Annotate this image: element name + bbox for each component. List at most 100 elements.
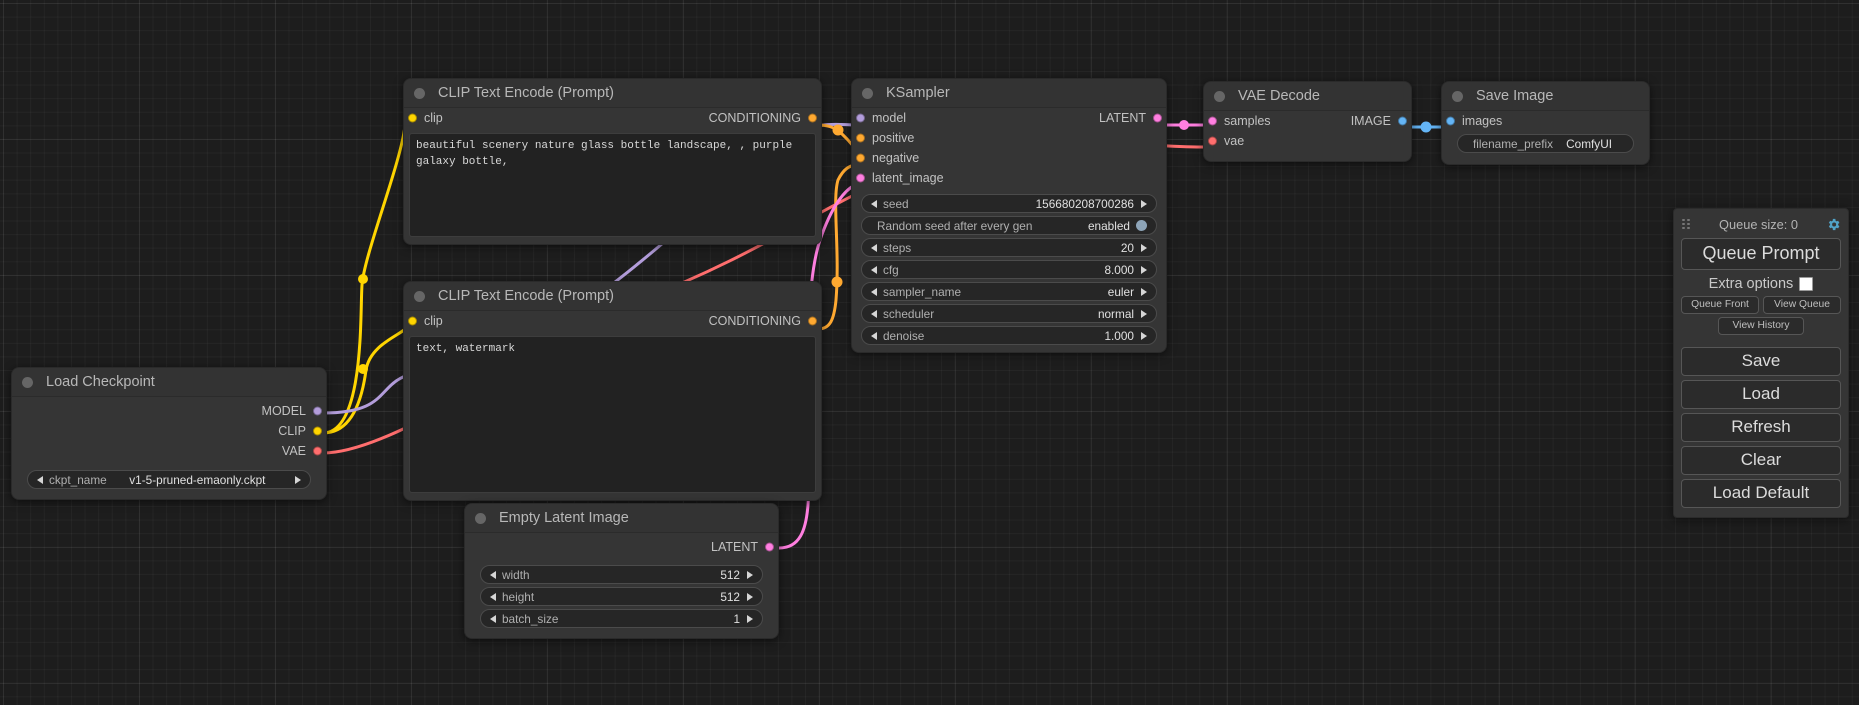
widget-width[interactable]: width 512: [480, 565, 763, 584]
widget-batch-size[interactable]: batch_size 1: [480, 609, 763, 628]
refresh-button[interactable]: Refresh: [1681, 413, 1841, 442]
collapse-dot-icon[interactable]: [414, 290, 425, 302]
output-dot-latent[interactable]: [1153, 113, 1162, 123]
output-label-conditioning: CONDITIONING: [708, 111, 801, 125]
load-button[interactable]: Load: [1681, 380, 1841, 409]
view-queue-button[interactable]: View Queue: [1763, 296, 1841, 314]
node-vae-decode[interactable]: VAE Decode samples IMAGE vae: [1203, 81, 1412, 162]
output-dot-conditioning[interactable]: [808, 113, 817, 123]
drag-handle-icon[interactable]: [1681, 218, 1691, 230]
widget-sampler-name[interactable]: sampler_name euler: [861, 282, 1157, 301]
node-title-bar[interactable]: Save Image: [1442, 82, 1649, 111]
node-clip-text-encode-positive[interactable]: CLIP Text Encode (Prompt) clip CONDITION…: [403, 78, 822, 245]
input-dot-latent-image[interactable]: [856, 173, 865, 183]
decrement-arrow-icon[interactable]: [871, 287, 877, 296]
prompt-textarea-negative[interactable]: text, watermark: [409, 336, 816, 493]
increment-arrow-icon[interactable]: [1141, 243, 1147, 252]
io-row: CLIP: [12, 421, 326, 441]
collapse-dot-icon[interactable]: [1214, 90, 1225, 102]
node-title-bar[interactable]: Empty Latent Image: [465, 504, 778, 533]
output-dot-clip[interactable]: [313, 426, 322, 436]
increment-arrow-icon[interactable]: [294, 475, 301, 484]
input-dot-model[interactable]: [856, 113, 865, 123]
input-dot-samples[interactable]: [1208, 116, 1217, 126]
input-dot-images[interactable]: [1446, 116, 1455, 126]
node-ksampler[interactable]: KSampler model LATENT positive negative …: [851, 78, 1167, 353]
widget-height[interactable]: height 512: [480, 587, 763, 606]
widget-seed[interactable]: seed 156680208700286: [861, 194, 1157, 213]
input-dot-positive[interactable]: [856, 133, 865, 143]
menu-divider: [1681, 338, 1841, 347]
output-dot-image[interactable]: [1398, 116, 1407, 126]
decrement-arrow-icon[interactable]: [871, 265, 877, 274]
increment-arrow-icon[interactable]: [1141, 265, 1147, 274]
node-empty-latent-image[interactable]: Empty Latent Image LATENT width 512 heig…: [464, 503, 779, 639]
node-title-bar[interactable]: VAE Decode: [1204, 82, 1411, 111]
widget-random-seed-toggle[interactable]: Random seed after every gen enabled: [861, 216, 1157, 235]
gear-icon[interactable]: [1826, 217, 1841, 232]
node-title-bar[interactable]: KSampler: [852, 79, 1166, 108]
increment-arrow-icon[interactable]: [1141, 287, 1147, 296]
input-dot-clip[interactable]: [408, 113, 417, 123]
decrement-arrow-icon[interactable]: [37, 475, 43, 484]
output-dot-model[interactable]: [313, 406, 322, 416]
output-dot-latent[interactable]: [765, 542, 774, 552]
increment-arrow-icon[interactable]: [747, 592, 753, 601]
collapse-dot-icon[interactable]: [1452, 90, 1463, 102]
increment-arrow-icon[interactable]: [1141, 199, 1147, 208]
widget-denoise[interactable]: denoise 1.000: [861, 326, 1157, 345]
input-dot-clip[interactable]: [408, 316, 417, 326]
input-dot-negative[interactable]: [856, 153, 865, 163]
prompt-textarea-positive[interactable]: beautiful scenery nature glass bottle la…: [409, 133, 816, 237]
queue-front-button[interactable]: Queue Front: [1681, 296, 1759, 314]
io-row: VAE: [12, 441, 326, 461]
queue-prompt-button[interactable]: Queue Prompt: [1681, 238, 1841, 270]
widget-value: ComfyUI: [1566, 136, 1612, 151]
node-title-bar[interactable]: Load Checkpoint: [12, 368, 326, 397]
save-button[interactable]: Save: [1681, 347, 1841, 376]
widget-label: denoise: [883, 328, 925, 343]
increment-arrow-icon[interactable]: [1141, 309, 1147, 318]
decrement-arrow-icon[interactable]: [490, 614, 496, 623]
collapse-dot-icon[interactable]: [414, 87, 425, 99]
collapse-dot-icon[interactable]: [475, 512, 486, 524]
input-label-vae: vae: [1224, 134, 1245, 148]
node-save-image[interactable]: Save Image images filename_prefix ComfyU…: [1441, 81, 1650, 165]
output-dot-conditioning[interactable]: [808, 316, 817, 326]
widget-label: batch_size: [502, 611, 559, 626]
widget-ckpt-name[interactable]: ckpt_name v1-5-pruned-emaonly.ckpt: [27, 470, 311, 489]
decrement-arrow-icon[interactable]: [871, 243, 877, 252]
increment-arrow-icon[interactable]: [747, 614, 753, 623]
toggle-dot-icon[interactable]: [1136, 220, 1147, 231]
node-load-checkpoint[interactable]: Load Checkpoint MODEL CLIP VAE ckpt_name…: [11, 367, 327, 500]
decrement-arrow-icon[interactable]: [490, 592, 496, 601]
node-body: model LATENT positive negative latent_im…: [852, 108, 1166, 352]
extra-options-checkbox[interactable]: [1799, 277, 1814, 291]
node-title-bar[interactable]: CLIP Text Encode (Prompt): [404, 282, 821, 311]
node-clip-text-encode-negative[interactable]: CLIP Text Encode (Prompt) clip CONDITION…: [403, 281, 822, 501]
history-row: View History: [1681, 317, 1841, 335]
node-title-bar[interactable]: CLIP Text Encode (Prompt): [404, 79, 821, 108]
widget-filename-prefix[interactable]: filename_prefix ComfyUI: [1457, 134, 1634, 153]
comfy-menu-panel[interactable]: Queue size: 0 Queue Prompt Extra options…: [1673, 208, 1849, 518]
increment-arrow-icon[interactable]: [747, 570, 753, 579]
clear-button[interactable]: Clear: [1681, 446, 1841, 475]
decrement-arrow-icon[interactable]: [871, 331, 877, 340]
node-title-text: CLIP Text Encode (Prompt): [438, 288, 614, 304]
widget-steps[interactable]: steps 20: [861, 238, 1157, 257]
view-history-button[interactable]: View History: [1718, 317, 1804, 335]
increment-arrow-icon[interactable]: [1141, 331, 1147, 340]
decrement-arrow-icon[interactable]: [871, 309, 877, 318]
collapse-dot-icon[interactable]: [862, 87, 873, 99]
widget-scheduler[interactable]: scheduler normal: [861, 304, 1157, 323]
output-dot-vae[interactable]: [313, 446, 322, 456]
io-row: MODEL: [12, 401, 326, 421]
decrement-arrow-icon[interactable]: [490, 570, 496, 579]
decrement-arrow-icon[interactable]: [871, 199, 877, 208]
input-label-images: images: [1462, 114, 1503, 128]
widget-cfg[interactable]: cfg 8.000: [861, 260, 1157, 279]
input-dot-vae[interactable]: [1208, 136, 1217, 146]
load-default-button[interactable]: Load Default: [1681, 479, 1841, 508]
collapse-dot-icon[interactable]: [22, 376, 33, 388]
